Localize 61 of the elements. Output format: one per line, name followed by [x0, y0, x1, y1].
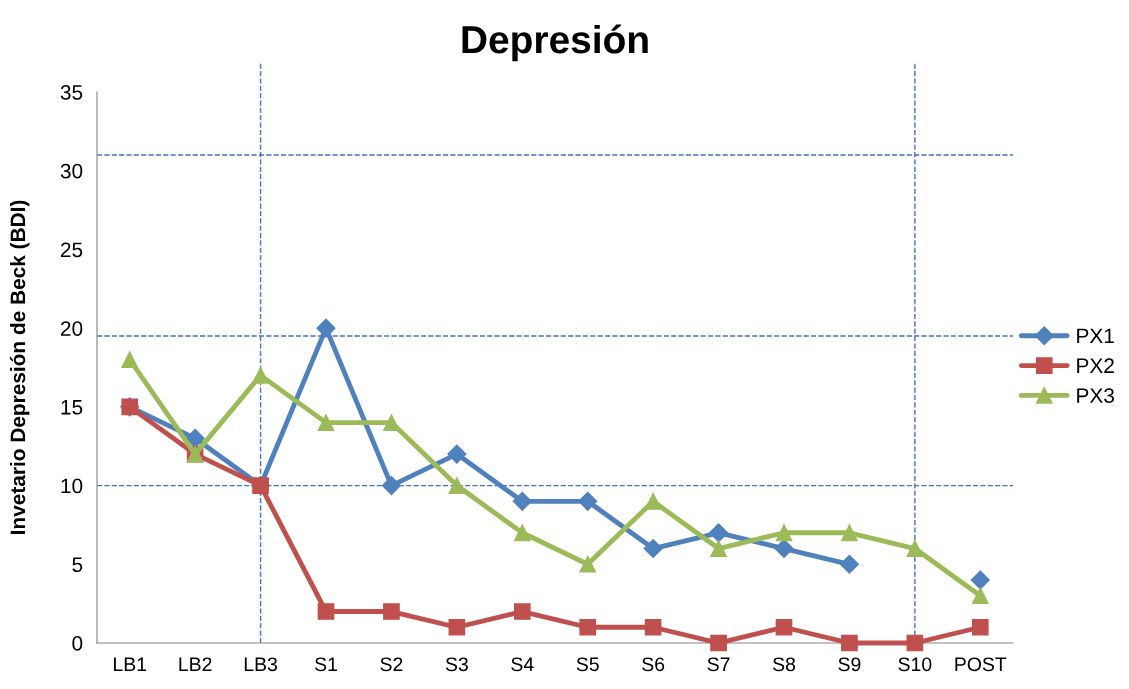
y-tick-label: 15 — [61, 400, 83, 415]
point — [709, 523, 729, 543]
point — [316, 318, 336, 338]
point — [644, 618, 662, 636]
point — [252, 367, 269, 384]
x-tick-label: S5 — [576, 657, 599, 672]
point — [579, 555, 597, 573]
point — [839, 554, 859, 574]
point — [317, 603, 335, 620]
y-axis-title: Invetario Depresión de Beck (BDI) — [9, 200, 30, 534]
point — [971, 587, 989, 605]
point — [448, 618, 466, 636]
point — [512, 491, 532, 511]
x-tick-label: LB1 — [114, 657, 147, 671]
legend-label: PX3 — [1077, 388, 1114, 403]
point — [775, 618, 793, 636]
point — [448, 477, 466, 494]
y-tick-label: 0 — [72, 636, 83, 651]
point — [775, 524, 793, 542]
x-tick-label: LB3 — [244, 657, 278, 672]
x-tick-label: S7 — [707, 657, 730, 672]
y-tick-label: 25 — [60, 242, 83, 258]
point — [121, 351, 139, 368]
x-tick-label: S1 — [314, 657, 337, 672]
legend-label: PX1 — [1077, 328, 1114, 344]
point — [710, 634, 727, 652]
point — [381, 476, 401, 496]
y-tick-label: 20 — [60, 321, 83, 336]
x-tick-label: S3 — [445, 657, 468, 672]
point — [906, 540, 924, 557]
point — [578, 491, 598, 511]
x-tick-label: S2 — [380, 657, 403, 672]
point — [383, 603, 400, 620]
point — [643, 539, 663, 559]
point — [383, 414, 400, 431]
x-tick-label: LB2 — [179, 657, 212, 671]
point — [841, 634, 858, 652]
x-tick-label: S6 — [642, 657, 665, 672]
point — [906, 634, 924, 652]
point — [579, 618, 597, 636]
x-tick-label: S10 — [898, 657, 932, 672]
point — [185, 428, 205, 448]
point — [513, 524, 531, 542]
point — [513, 603, 531, 620]
point — [841, 524, 858, 542]
point — [774, 539, 794, 559]
point — [317, 414, 335, 431]
point — [710, 540, 727, 557]
y-tick-label: 30 — [60, 163, 83, 179]
x-tick-label: S9 — [838, 657, 861, 672]
point — [971, 618, 989, 636]
y-tick-label: 10 — [61, 478, 83, 494]
legend-label: PX2 — [1077, 358, 1114, 373]
point — [447, 444, 467, 464]
y-tick-label: 35 — [60, 85, 83, 100]
point — [970, 570, 990, 590]
x-tick-label: S4 — [511, 657, 534, 672]
chart-title: Depresión — [462, 24, 648, 62]
x-tick-label: POST — [955, 657, 1007, 672]
y-tick-label: 5 — [72, 557, 83, 573]
x-tick-label: S8 — [772, 657, 796, 672]
